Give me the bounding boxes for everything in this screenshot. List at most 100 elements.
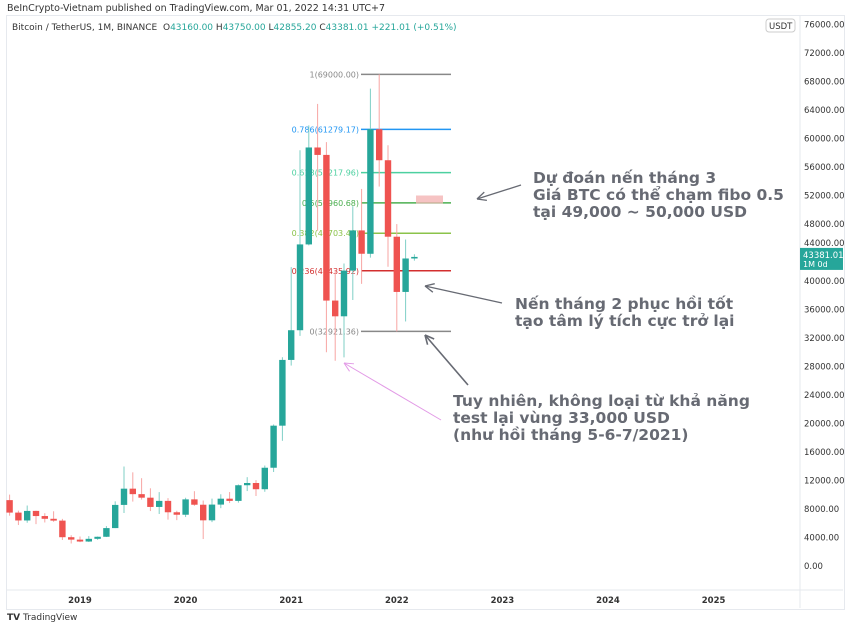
arrow-head-icon: [343, 362, 355, 365]
high-label: H: [215, 23, 223, 33]
low-label: L: [268, 23, 274, 33]
y-tick-label: 32000.00: [804, 334, 845, 344]
arrow-icon: [424, 334, 469, 386]
candle-body: [59, 520, 66, 538]
candle-body: [376, 129, 383, 161]
y-tick-label: 40000.00: [804, 277, 845, 287]
chart-frame[interactable]: [6, 15, 845, 610]
candle-body: [332, 300, 339, 317]
y-tick-label: 36000.00: [804, 306, 845, 316]
currency-label: USDT: [769, 22, 793, 32]
candle-body: [191, 499, 198, 505]
y-tick-label: 20000.00: [804, 420, 845, 430]
arrow-head-icon: [424, 334, 429, 345]
y-tick-label: 24000.00: [804, 391, 845, 401]
y-tick-label: 52000.00: [804, 192, 845, 202]
symbol-name: Bitcoin / TetherUS, 1M, BINANCE: [12, 23, 158, 33]
symbol-legend: Bitcoin / TetherUS, 1M, BINANCE O43160.0…: [12, 23, 457, 33]
candle-body: [76, 539, 84, 542]
y-tick-label: 56000.00: [804, 163, 845, 173]
arrow-head-icon: [424, 283, 435, 287]
footer-brand: TradingView: [22, 613, 78, 623]
candle-body: [32, 510, 40, 517]
y-tick-label: 60000.00: [804, 135, 845, 145]
candle-body: [50, 518, 57, 521]
change-value: +221.01 (+0.51%): [371, 23, 457, 33]
annotation-march-forecast: Dự đoán nến tháng 3 Giá BTC có thể chạm …: [533, 170, 784, 221]
fib-level-label: 0(32921.36): [309, 327, 359, 336]
candle-body: [200, 504, 207, 521]
high-value: 43750.00: [222, 23, 266, 33]
y-tick-label: 28000.00: [804, 363, 845, 373]
note-line: Giá BTC có thể chạm fibo 0.5: [533, 186, 784, 204]
candle-body: [6, 500, 13, 513]
note-line: tại 49,000 ~ 50,000 USD: [533, 203, 747, 221]
candle-body: [226, 498, 233, 501]
candle-body: [164, 500, 172, 513]
annotation-retest-warning: Tuy nhiên, không loại từ khả năng test l…: [453, 393, 750, 444]
y-tick-label: 76000.00: [804, 21, 845, 31]
candle-body: [252, 482, 260, 490]
bar-countdown: 1M 0d: [803, 260, 828, 269]
candle-body: [173, 512, 180, 515]
open-label: O: [162, 23, 171, 33]
candle-body: [393, 236, 400, 292]
x-tick-label: 2025: [702, 596, 726, 606]
note-line: (như hồi tháng 5-6-7/2021): [453, 426, 689, 444]
x-tick-label: 2022: [385, 596, 409, 606]
publisher-line: BeInCrypto-Vietnam published on TradingV…: [7, 3, 386, 14]
candle-body: [85, 538, 92, 542]
tv-logo-icon: TV: [7, 613, 21, 623]
candle-body: [182, 499, 189, 515]
fib-level-label: 1(69000.00): [309, 70, 359, 79]
arrow-head-icon: [476, 191, 485, 200]
target-zone-box: [416, 195, 443, 204]
last-price-tag: [800, 247, 843, 270]
candle-body: [270, 425, 277, 468]
candle-body: [208, 504, 216, 521]
candle-body: [384, 160, 392, 237]
y-tick-label: 0.00: [804, 562, 823, 572]
x-tick-label: 2020: [174, 596, 198, 606]
annotation-february-recovery: Nến tháng 2 phục hồi tốt tạo tâm lý tích…: [515, 296, 734, 330]
candle-body: [138, 494, 145, 498]
y-tick-label: 16000.00: [804, 448, 845, 458]
arrow-head-icon: [424, 334, 435, 340]
candle-body: [129, 488, 136, 495]
candle-body: [288, 330, 295, 360]
candle-body: [305, 147, 312, 245]
candle-body: [41, 516, 48, 519]
tradingview-logo[interactable]: TV TradingView: [7, 613, 77, 623]
arrow-icon: [424, 285, 503, 304]
close-label: C: [319, 23, 326, 33]
candle-body: [156, 500, 163, 507]
candle-body: [24, 510, 31, 521]
candle-body: [358, 230, 365, 254]
candle-body: [367, 129, 374, 254]
note-line: Dự đoán nến tháng 3: [533, 169, 717, 187]
currency-button[interactable]: [765, 18, 796, 33]
close-value: 43381.01: [325, 23, 369, 33]
candle-body: [112, 504, 119, 529]
candle-body: [279, 359, 286, 426]
arrow-head-icon: [424, 285, 434, 293]
x-tick-label: 2019: [68, 596, 92, 606]
candle-body: [147, 497, 154, 507]
y-tick-label: 72000.00: [804, 49, 845, 59]
candle-body: [296, 244, 304, 331]
note-line: test lại vùng 33,000 USD: [453, 409, 670, 427]
open-value: 43160.00: [170, 23, 214, 33]
arrow-head-icon: [476, 198, 487, 202]
y-tick-label: 12000.00: [804, 477, 845, 487]
fib-level-label: 0.5(50960.68): [302, 199, 359, 208]
candle-body: [235, 485, 242, 501]
candle-body: [411, 256, 418, 259]
x-tick-label: 2021: [279, 596, 303, 606]
arrow-head-icon: [343, 362, 350, 372]
y-tick-label: 48000.00: [804, 220, 845, 230]
y-tick-label: 64000.00: [804, 106, 845, 116]
candle-body: [15, 512, 22, 521]
candle-body: [120, 488, 128, 505]
fib-level-label: 0.786(61279.17): [292, 125, 359, 134]
